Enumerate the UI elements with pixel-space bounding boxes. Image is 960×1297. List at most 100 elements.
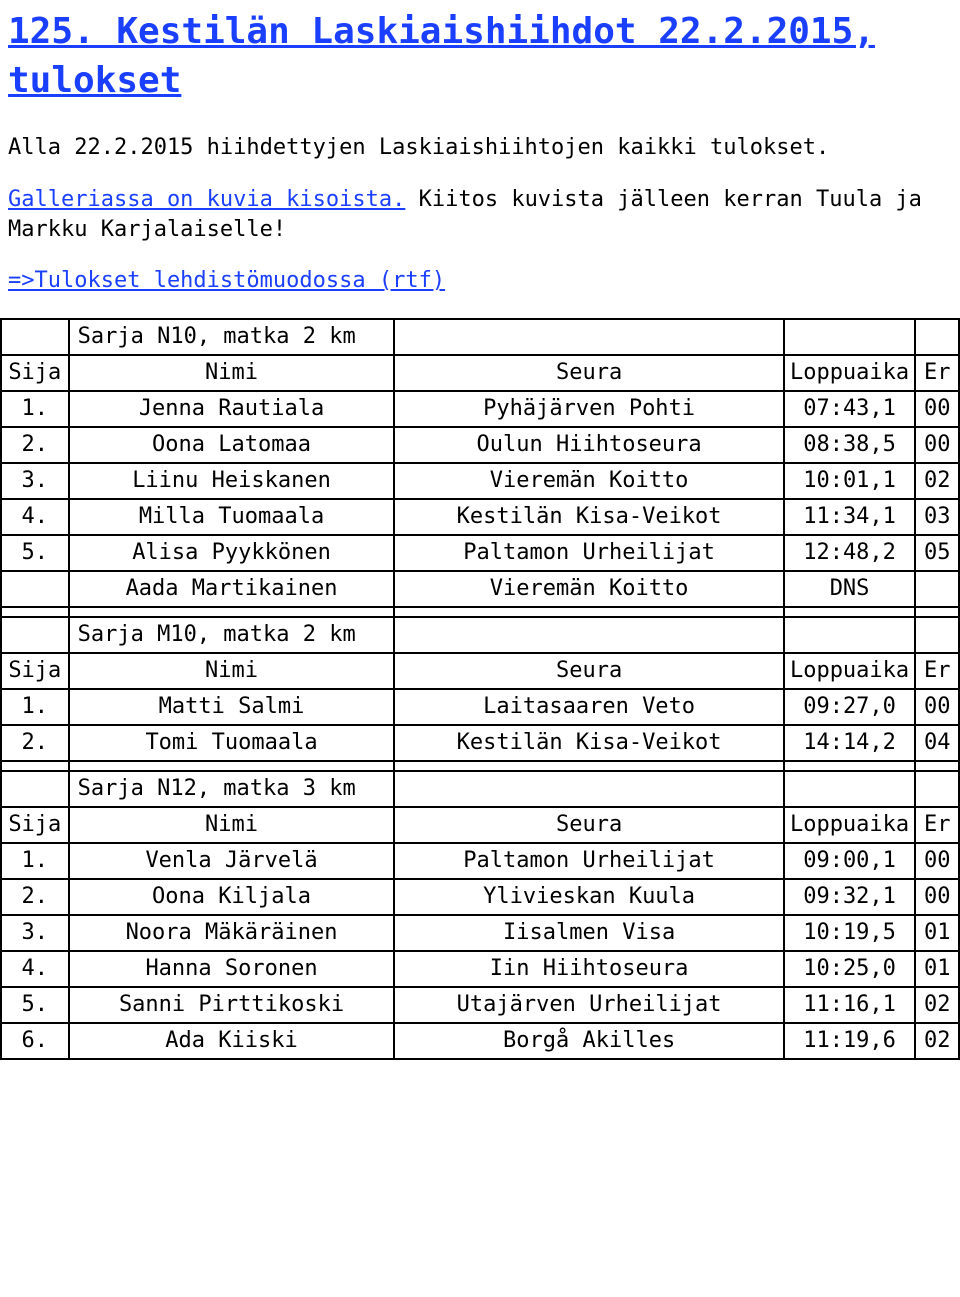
cell-sija: 2. <box>1 725 69 761</box>
cell-nimi: Liinu Heiskanen <box>69 463 395 499</box>
empty-cell <box>784 319 916 355</box>
cell-loppuaika: 07:43,1 <box>784 391 916 427</box>
cell-sija: 4. <box>1 499 69 535</box>
cell-ero: 00 <box>915 879 959 915</box>
col-seura: Seura <box>394 355 783 391</box>
cell-loppuaika: 10:19,5 <box>784 915 916 951</box>
cell-sija: 3. <box>1 463 69 499</box>
col-ero: Er <box>915 355 959 391</box>
table-row: 1.Matti SalmiLaitasaaren Veto09:27,000 <box>1 689 959 725</box>
cell-seura: Iisalmen Visa <box>394 915 783 951</box>
cell-sija: 6. <box>1 1023 69 1059</box>
col-nimi: Nimi <box>69 807 395 843</box>
cell-loppuaika: 14:14,2 <box>784 725 916 761</box>
cell-nimi: Oona Kiljala <box>69 879 395 915</box>
empty-cell <box>915 319 959 355</box>
results-rtf-link[interactable]: =>Tulokset lehdistömuodossa (rtf) <box>8 268 445 293</box>
cell-seura: Vieremän Koitto <box>394 571 783 607</box>
cell-sija: 5. <box>1 535 69 571</box>
cell-nimi: Alisa Pyykkönen <box>69 535 395 571</box>
cell-seura: Kestilän Kisa-Veikot <box>394 499 783 535</box>
table-row: 6.Ada KiiskiBorgå Akilles11:19,602 <box>1 1023 959 1059</box>
cell-loppuaika: 12:48,2 <box>784 535 916 571</box>
col-ero: Er <box>915 807 959 843</box>
cell-seura: Vieremän Koitto <box>394 463 783 499</box>
col-nimi: Nimi <box>69 355 395 391</box>
cell-ero: 04 <box>915 725 959 761</box>
cell-sija: 1. <box>1 391 69 427</box>
table-row: 3.Noora MäkäräinenIisalmen Visa10:19,501 <box>1 915 959 951</box>
empty-cell <box>915 617 959 653</box>
cell-nimi: Venla Järvelä <box>69 843 395 879</box>
cell-loppuaika: 08:38,5 <box>784 427 916 463</box>
col-loppuaika: Loppuaika <box>784 653 916 689</box>
results-table: Sarja N10, matka 2 kmSijaNimiSeuraLoppua… <box>0 318 960 1060</box>
cell-nimi: Milla Tuomaala <box>69 499 395 535</box>
cell-nimi: Ada Kiiski <box>69 1023 395 1059</box>
section-title: Sarja M10, matka 2 km <box>69 617 395 653</box>
cell-ero: 00 <box>915 843 959 879</box>
cell-ero: 02 <box>915 987 959 1023</box>
cell-loppuaika: 09:32,1 <box>784 879 916 915</box>
cell-ero: 00 <box>915 391 959 427</box>
cell-nimi: Hanna Soronen <box>69 951 395 987</box>
col-seura: Seura <box>394 653 783 689</box>
empty-cell <box>1 319 69 355</box>
cell-ero: 00 <box>915 689 959 725</box>
col-nimi: Nimi <box>69 653 395 689</box>
cell-ero: 02 <box>915 463 959 499</box>
cell-loppuaika: 11:34,1 <box>784 499 916 535</box>
cell-ero: 05 <box>915 535 959 571</box>
cell-loppuaika: DNS <box>784 571 916 607</box>
cell-ero <box>915 571 959 607</box>
cell-seura: Paltamon Urheilijat <box>394 843 783 879</box>
page-title-text: 125. Kestilän Laskiaishiihdot 22.2.2015,… <box>8 11 875 101</box>
cell-ero: 02 <box>915 1023 959 1059</box>
cell-seura: Pyhäjärven Pohti <box>394 391 783 427</box>
table-row: 5.Sanni PirttikoskiUtajärven Urheilijat1… <box>1 987 959 1023</box>
cell-loppuaika: 09:27,0 <box>784 689 916 725</box>
section-title: Sarja N10, matka 2 km <box>69 319 395 355</box>
cell-loppuaika: 09:00,1 <box>784 843 916 879</box>
cell-nimi: Matti Salmi <box>69 689 395 725</box>
cell-nimi: Aada Martikainen <box>69 571 395 607</box>
col-loppuaika: Loppuaika <box>784 807 916 843</box>
table-row: 5.Alisa PyykkönenPaltamon Urheilijat12:4… <box>1 535 959 571</box>
cell-ero: 01 <box>915 951 959 987</box>
col-seura: Seura <box>394 807 783 843</box>
empty-cell <box>1 771 69 807</box>
cell-nimi: Tomi Tuomaala <box>69 725 395 761</box>
cell-nimi: Sanni Pirttikoski <box>69 987 395 1023</box>
empty-cell <box>394 319 783 355</box>
col-loppuaika: Loppuaika <box>784 355 916 391</box>
table-row: 2.Oona KiljalaYlivieskan Kuula09:32,100 <box>1 879 959 915</box>
cell-nimi: Noora Mäkäräinen <box>69 915 395 951</box>
cell-loppuaika: 11:16,1 <box>784 987 916 1023</box>
gallery-link[interactable]: Galleriassa on kuvia kisoista. <box>8 187 405 212</box>
col-sija: Sija <box>1 807 69 843</box>
cell-seura: Paltamon Urheilijat <box>394 535 783 571</box>
intro-line-1: Alla 22.2.2015 hiihdettyjen Laskiaishiih… <box>8 133 960 163</box>
cell-nimi: Oona Latomaa <box>69 427 395 463</box>
cell-loppuaika: 11:19,6 <box>784 1023 916 1059</box>
cell-sija: 5. <box>1 987 69 1023</box>
table-row: 4.Hanna SoronenIin Hiihtoseura10:25,001 <box>1 951 959 987</box>
col-ero: Er <box>915 653 959 689</box>
section-title: Sarja N12, matka 3 km <box>69 771 395 807</box>
table-row: 2.Oona LatomaaOulun Hiihtoseura08:38,500 <box>1 427 959 463</box>
table-row: 1.Venla JärveläPaltamon Urheilijat09:00,… <box>1 843 959 879</box>
col-sija: Sija <box>1 653 69 689</box>
cell-seura: Oulun Hiihtoseura <box>394 427 783 463</box>
page-title[interactable]: 125. Kestilän Laskiaishiihdot 22.2.2015,… <box>0 8 960 105</box>
cell-loppuaika: 10:01,1 <box>784 463 916 499</box>
cell-sija: 1. <box>1 689 69 725</box>
cell-sija: 2. <box>1 427 69 463</box>
table-row: 2.Tomi TuomaalaKestilän Kisa-Veikot14:14… <box>1 725 959 761</box>
cell-loppuaika: 10:25,0 <box>784 951 916 987</box>
empty-cell <box>915 771 959 807</box>
empty-cell <box>394 617 783 653</box>
col-sija: Sija <box>1 355 69 391</box>
cell-seura: Laitasaaren Veto <box>394 689 783 725</box>
cell-ero: 01 <box>915 915 959 951</box>
cell-ero: 03 <box>915 499 959 535</box>
